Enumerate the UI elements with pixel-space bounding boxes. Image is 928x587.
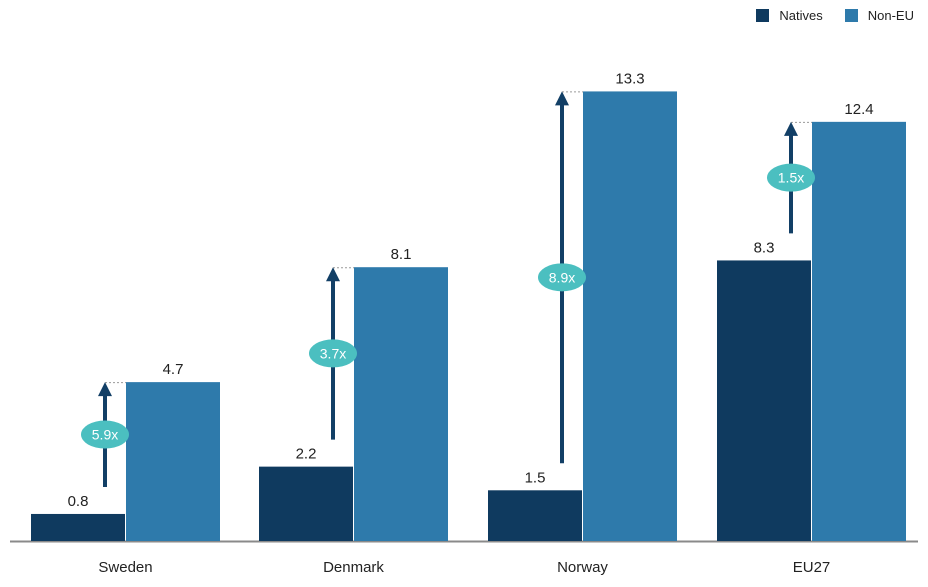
ratio-label-norway: 8.9x <box>549 269 575 285</box>
value-label-natives-denmark: 2.2 <box>296 446 317 463</box>
value-label-non-eu-norway: 13.3 <box>615 70 644 87</box>
ratio-label-denmark: 3.7x <box>320 345 346 361</box>
bar-non-eu-denmark <box>354 267 448 541</box>
ratio-arrowhead-sweden <box>98 382 112 397</box>
legend: Natives Non-EU <box>756 8 914 23</box>
value-label-natives-norway: 1.5 <box>525 469 546 486</box>
bar-natives-eu27 <box>717 260 811 541</box>
value-label-natives-eu27: 8.3 <box>754 239 775 256</box>
ratio-badge-sweden <box>81 420 129 449</box>
legend-label-non-eu: Non-EU <box>867 8 914 23</box>
ratio-arrowhead-norway <box>555 91 569 106</box>
bar-natives-denmark <box>259 466 353 541</box>
category-label-sweden: Sweden <box>98 559 152 576</box>
bar-natives-sweden <box>31 513 125 541</box>
value-label-non-eu-denmark: 8.1 <box>391 246 412 263</box>
ratio-badge-eu27 <box>767 163 815 192</box>
ratio-badge-denmark <box>309 339 357 368</box>
category-label-norway: Norway <box>557 559 608 576</box>
ratio-arrowhead-denmark <box>326 267 340 282</box>
category-label-denmark: Denmark <box>323 559 384 576</box>
ratio-badge-norway <box>538 263 586 292</box>
legend-swatch-non-eu <box>844 9 858 22</box>
ratio-arrowhead-eu27 <box>784 121 798 136</box>
value-label-non-eu-sweden: 4.7 <box>163 361 184 378</box>
value-label-non-eu-eu27: 12.4 <box>844 101 873 118</box>
bar-natives-norway <box>488 490 582 541</box>
ratio-label-sweden: 5.9x <box>92 427 118 443</box>
legend-item-natives: Natives <box>756 8 823 23</box>
bar-non-eu-sweden <box>126 382 220 541</box>
legend-label-natives: Natives <box>779 8 823 23</box>
legend-item-non-eu: Non-EU <box>844 8 914 23</box>
legend-swatch-natives <box>756 9 770 22</box>
bar-non-eu-norway <box>583 91 677 541</box>
ratio-label-eu27: 1.5x <box>778 170 804 186</box>
category-label-eu27: EU27 <box>793 559 831 576</box>
value-label-natives-sweden: 0.8 <box>68 493 89 510</box>
bar-non-eu-eu27 <box>812 121 906 542</box>
